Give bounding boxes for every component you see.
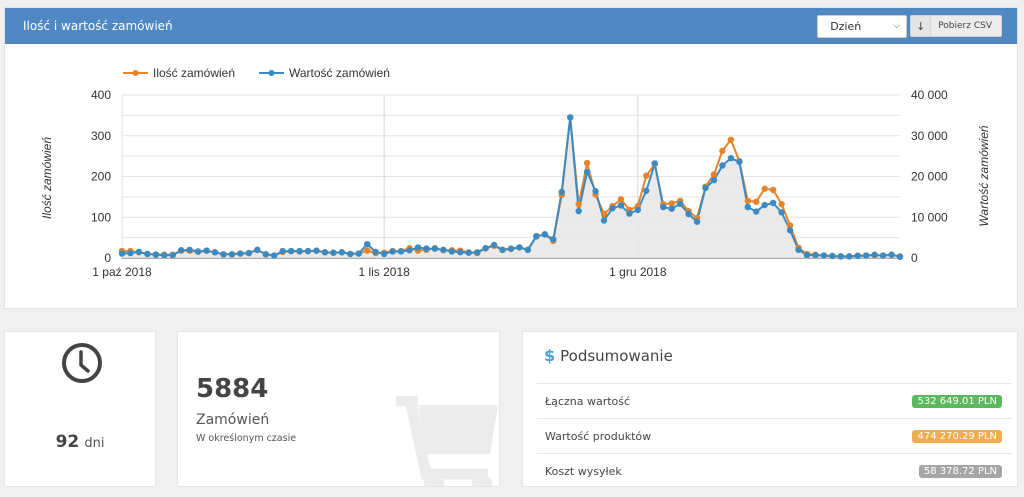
svg-text:1 lis 2018: 1 lis 2018 — [358, 265, 410, 279]
days-card: 92 dni — [4, 331, 156, 487]
panel-header: Ilość i wartość zamówień Dzień ⌵ ↓ Pobie… — [5, 8, 1017, 44]
summary-card: $ Podsumowanie Łączna wartość 532 649.01… — [522, 331, 1018, 487]
legend-item-value[interactable]: Wartość zamówień — [259, 66, 390, 80]
value-area — [122, 117, 900, 259]
dollar-icon: $ — [544, 346, 556, 365]
chart-legend: Ilość zamówień Wartość zamówień — [123, 66, 390, 80]
legend-label-value: Wartość zamówień — [289, 66, 390, 80]
days-value: 92 — [55, 432, 80, 452]
svg-text:10 000: 10 000 — [911, 210, 948, 224]
summary-title: $ Podsumowanie — [544, 346, 673, 365]
axis-labels: 0 100 200 300 400 0 10 000 20 000 30 000 40 000 1 … — [91, 88, 948, 279]
days-unit: dni — [84, 436, 105, 451]
orders-sublabel: W określonym czasie — [196, 433, 297, 444]
summary-row-products: Wartość produktów 474 270.29 PLN — [537, 418, 1012, 453]
orders-count: 5884 — [196, 374, 269, 404]
summary-value-badge: 58 378.72 PLN — [918, 464, 1002, 478]
clock-icon — [62, 343, 102, 383]
period-select[interactable]: Dzień ⌵ — [817, 14, 908, 38]
svg-text:0: 0 — [104, 251, 111, 265]
download-csv-button[interactable]: ↓ Pobierz CSV — [910, 15, 1002, 37]
svg-text:100: 100 — [91, 210, 111, 224]
svg-text:30 000: 30 000 — [911, 129, 948, 143]
arrow-down-icon: ↓ — [911, 16, 932, 36]
legend-item-count[interactable]: Ilość zamówień — [123, 66, 235, 80]
chevron-down-icon: ⌵ — [893, 21, 901, 31]
orders-card: 5884 Zamówień W określonym czasie — [177, 331, 500, 487]
summary-label: Łączna wartość — [545, 394, 631, 408]
summary-label: Wartość produktów — [545, 429, 652, 443]
svg-text:0: 0 — [911, 251, 918, 265]
summary-rows: Łączna wartość 532 649.01 PLN Wartość pr… — [537, 383, 1012, 488]
svg-text:300: 300 — [91, 129, 111, 143]
cart-icon — [396, 396, 498, 486]
summary-label: Koszt wysyłek — [545, 464, 622, 478]
summary-title-text: Podsumowanie — [560, 346, 673, 365]
svg-text:200: 200 — [91, 170, 111, 184]
orders-line-chart: 0 100 200 300 400 0 10 000 20 000 30 000 40 000 1 … — [40, 66, 991, 279]
summary-row-total: Łączna wartość 532 649.01 PLN — [537, 383, 1012, 418]
y-axis-title-left: Ilość zamówień — [40, 137, 54, 219]
summary-row-shipping: Koszt wysyłek 58 378.72 PLN — [537, 453, 1012, 488]
svg-text:40 000: 40 000 — [911, 88, 948, 102]
summary-value-badge: 474 270.29 PLN — [912, 429, 1002, 443]
days-count: 92 dni — [5, 432, 155, 452]
panel-title: Ilość i wartość zamówień — [23, 19, 173, 33]
svg-text:20 000: 20 000 — [911, 170, 948, 184]
summary-value-badge: 532 649.01 PLN — [912, 394, 1002, 408]
svg-text:1 gru 2018: 1 gru 2018 — [609, 265, 667, 279]
y-axis-title-right: Wartość zamówień — [977, 125, 991, 226]
orders-chart-panel: Ilość i wartość zamówień Dzień ⌵ ↓ Pobie… — [4, 7, 1018, 309]
orders-label: Zamówień — [196, 412, 270, 428]
svg-text:1 paź 2018: 1 paź 2018 — [92, 265, 152, 279]
download-csv-label: Pobierz CSV — [938, 21, 992, 31]
value-points — [118, 114, 904, 260]
legend-label-count: Ilość zamówień — [153, 66, 235, 80]
period-select-value: Dzień — [830, 19, 862, 33]
header-controls: Dzień ⌵ ↓ Pobierz CSV — [817, 14, 1002, 38]
svg-text:400: 400 — [91, 88, 111, 102]
